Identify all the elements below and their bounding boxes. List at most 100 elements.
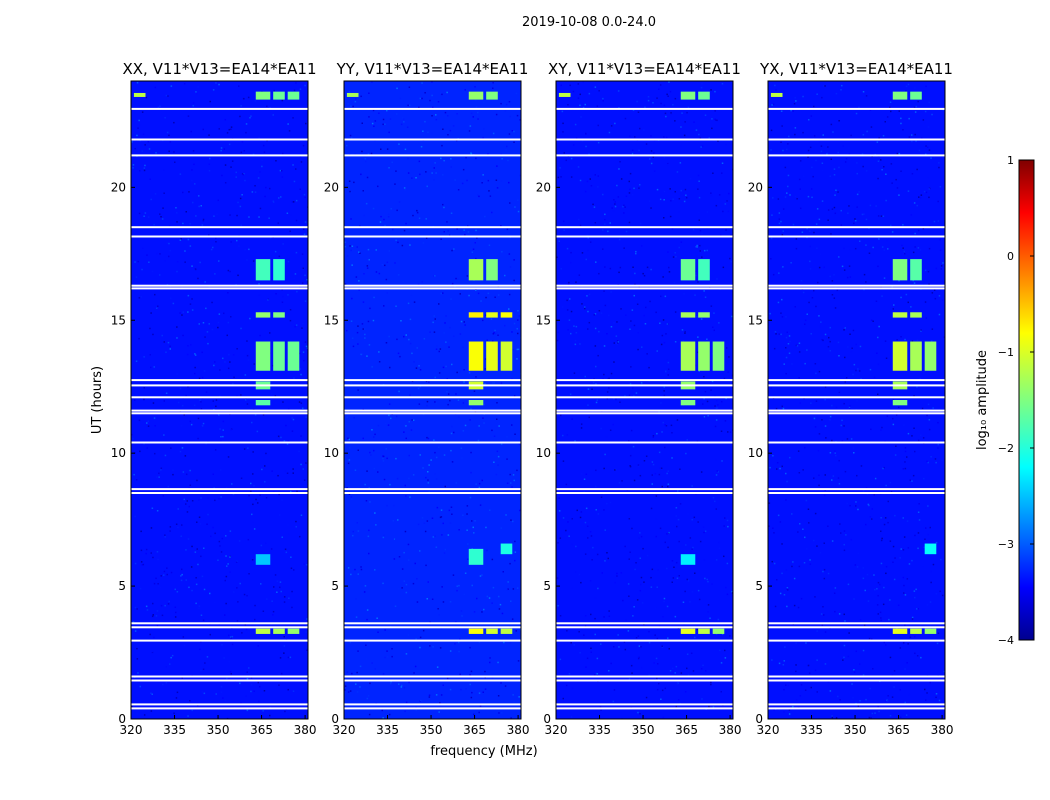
rfi-block — [255, 400, 271, 406]
blank-row — [131, 707, 308, 710]
blank-row — [768, 622, 945, 625]
blank-row — [344, 235, 521, 238]
rfi-block — [500, 628, 513, 634]
panel-title: YY, V11*V13=EA14*EA11 — [336, 60, 529, 78]
panel-frame — [767, 80, 946, 720]
blank-row — [556, 154, 733, 157]
rfi-block — [892, 628, 908, 634]
figure-suptitle: 2019-10-08 0.0-24.0 — [522, 15, 656, 30]
rfi-block — [486, 628, 498, 634]
blank-row — [344, 622, 521, 625]
rfi-block — [680, 312, 696, 318]
blank-row — [344, 488, 521, 491]
x-tick-label: 350 — [632, 723, 655, 737]
heatmap-background — [344, 81, 521, 719]
heatmap-image — [344, 81, 521, 719]
blank-row — [768, 488, 945, 491]
blank-row — [768, 235, 945, 238]
panel-title: XY, V11*V13=EA14*EA11 — [548, 60, 741, 78]
y-tick-label: 15 — [111, 313, 126, 327]
panel-xy: XY, V11*V13=EA14*EA11 320 335 350 365 380 0 5 10… — [536, 60, 742, 737]
blank-row — [344, 138, 521, 141]
colorbar-tick-label: −1 — [998, 346, 1014, 359]
x-tick-label: 350 — [207, 723, 230, 737]
rfi-block — [680, 628, 696, 634]
blank-row — [768, 154, 945, 157]
panel-frame — [130, 80, 309, 720]
blank-row — [768, 284, 945, 287]
rfi-block — [346, 92, 359, 97]
blank-row — [768, 703, 945, 706]
blank-row — [556, 409, 733, 412]
blank-row — [131, 396, 308, 399]
blank-row — [556, 384, 733, 387]
rfi-block — [892, 259, 908, 281]
rfi-block — [770, 92, 783, 97]
blank-row — [556, 412, 733, 415]
rfi-block — [255, 312, 271, 318]
rfi-block — [910, 628, 922, 634]
blank-row — [344, 384, 521, 387]
panel-yy: YY, V11*V13=EA14*EA11 320 335 350 365 380 0 5 10… — [324, 60, 530, 737]
blank-row — [131, 412, 308, 415]
rfi-block — [287, 341, 300, 371]
panels: XX, V11*V13=EA14*EA11 320 335 350 365 380 0 5 10… — [111, 60, 954, 737]
y-tick-label: 20 — [324, 180, 339, 194]
blank-row — [556, 639, 733, 642]
blank-row — [131, 138, 308, 141]
blank-row — [344, 639, 521, 642]
rfi-block — [255, 554, 271, 565]
blank-row — [768, 379, 945, 382]
x-tick-label: 335 — [163, 723, 186, 737]
rfi-block — [500, 543, 513, 555]
x-tick-label: 365 — [250, 723, 273, 737]
blank-row — [556, 379, 733, 382]
rfi-block — [287, 628, 300, 634]
rfi-block — [500, 341, 513, 371]
rfi-block — [468, 259, 484, 281]
rfi-block — [255, 259, 271, 281]
colorbar-tick-label: 1 — [1007, 154, 1014, 167]
blank-row — [768, 287, 945, 290]
rfi-block — [468, 548, 484, 565]
blank-row — [556, 626, 733, 629]
blank-row — [131, 675, 308, 678]
panel-yx: YX, V11*V13=EA14*EA11 320 335 350 365 380 0 5 10… — [748, 60, 954, 737]
blank-row — [131, 679, 308, 682]
blank-row — [131, 441, 308, 444]
blank-row — [131, 492, 308, 494]
noise-texture — [344, 81, 521, 719]
x-tick-label: 335 — [588, 723, 611, 737]
blank-row — [131, 639, 308, 642]
rfi-block — [892, 312, 908, 318]
blank-row — [131, 384, 308, 387]
blank-row — [556, 226, 733, 229]
blank-row — [556, 707, 733, 710]
panel-frame — [555, 80, 734, 720]
rfi-block — [255, 628, 271, 634]
rfi-block — [486, 341, 498, 371]
y-tick-label: 5 — [543, 579, 551, 593]
heatmap-background — [131, 81, 308, 719]
blank-row — [768, 639, 945, 642]
heatmap-image — [768, 81, 945, 719]
colorbar: 1 0 −1 −2 −3 −4 log₁₀ amplitude — [975, 154, 1035, 647]
blank-row — [344, 287, 521, 290]
rfi-block — [698, 91, 710, 100]
x-tick-label: 335 — [376, 723, 399, 737]
blank-row — [768, 226, 945, 229]
blank-row — [768, 107, 945, 110]
rfi-block — [680, 259, 696, 281]
blank-row — [344, 412, 521, 415]
blank-row — [556, 622, 733, 625]
blank-row — [556, 679, 733, 682]
rfi-block — [273, 341, 285, 371]
y-tick-label: 0 — [118, 712, 126, 726]
blank-row — [131, 154, 308, 157]
rfi-block — [133, 92, 146, 97]
heatmap-image — [131, 81, 308, 719]
y-tick-label: 5 — [118, 579, 126, 593]
blank-row — [131, 284, 308, 287]
rfi-block — [468, 91, 484, 100]
